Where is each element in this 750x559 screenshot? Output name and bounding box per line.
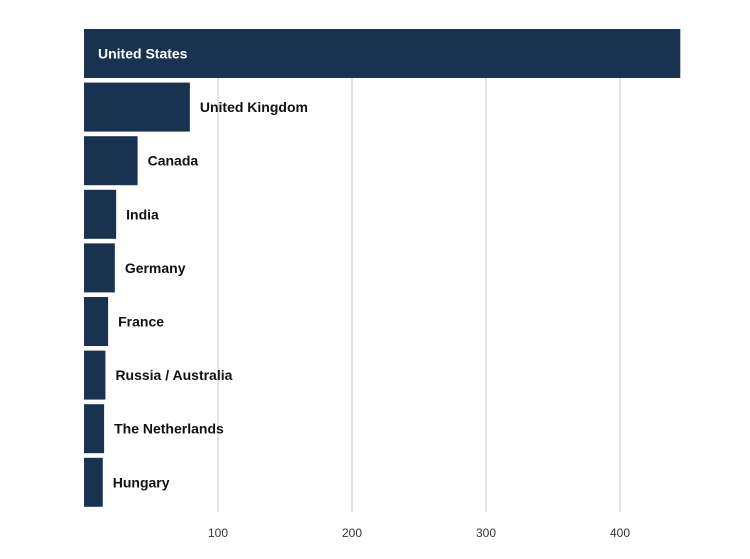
bar-united-states (84, 29, 681, 78)
x-axis-ticks: 100 200 300 400 (208, 526, 630, 540)
x-tick-label-400: 400 (610, 526, 630, 540)
bar-label-hungary: Hungary (113, 474, 170, 490)
bar-germany (84, 243, 115, 293)
bar-label-canada: Canada (148, 153, 199, 169)
bars (84, 29, 681, 507)
bar-label-the-netherlands: The Netherlands (114, 421, 224, 437)
bar-the-netherlands (84, 404, 105, 454)
gridlines (217, 29, 621, 512)
bar-united-kingdom (84, 82, 190, 132)
bar-label-germany: Germany (125, 260, 186, 276)
bar-label-united-kingdom: United Kingdom (200, 99, 308, 115)
x-tick-label-300: 300 (476, 526, 496, 540)
bar-label-france: France (118, 314, 164, 330)
x-tick-label-100: 100 (208, 526, 228, 540)
bar-hungary (84, 457, 103, 507)
bar-label-russia-australia: Russia / Australia (115, 367, 232, 383)
x-tick-label-200: 200 (342, 526, 362, 540)
bar-canada (84, 136, 138, 186)
bar-label-india: India (126, 206, 159, 222)
bar-labels: United States United Kingdom Canada India Ge… (98, 46, 308, 491)
bar-india (84, 189, 117, 239)
bar-label-united-states: United States (98, 46, 188, 62)
bar-russia-australia (84, 350, 106, 400)
bar-france (84, 297, 109, 346)
